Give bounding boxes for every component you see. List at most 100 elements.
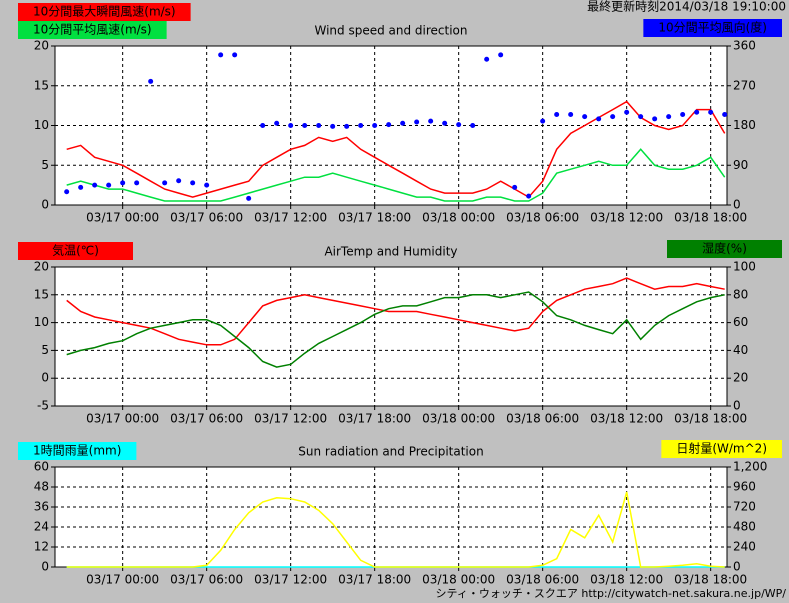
data-point [400,120,406,126]
data-point [442,120,448,126]
data-point [456,122,462,128]
x-tick-label: 03/18 00:00 [422,573,495,587]
y2-tick-label: 0 [733,560,741,574]
data-point [596,116,602,122]
data-point [330,123,336,129]
x-tick-label: 03/17 12:00 [254,412,327,426]
data-point [64,189,70,195]
data-point [386,122,392,128]
series-line [66,100,726,199]
data-point [106,182,112,188]
data-point [638,114,644,120]
data-point [190,180,196,186]
y-tick-label: 24 [34,520,49,534]
y2-tick-label: 80 [733,287,748,301]
y-tick-label: 15 [34,287,49,301]
x-tick-label: 03/18 18:00 [674,573,747,587]
x-tick-label: 03/18 18:00 [674,412,747,426]
x-tick-label: 03/18 18:00 [674,211,747,225]
x-tick-label: 03/17 00:00 [86,412,159,426]
legend-box [18,21,167,39]
data-point [78,184,84,190]
y2-tick-label: 100 [733,260,756,274]
data-point [372,123,378,128]
data-point [134,180,140,186]
x-tick-label: 03/18 12:00 [590,211,663,225]
legend-label: 10分間最大瞬間風速(m/s) [33,5,176,19]
y-tick-label: 12 [34,540,49,554]
x-tick-label: 03/17 06:00 [170,211,243,225]
y2-tick-label: 270 [733,78,756,92]
y2-tick-label: 0 [733,198,741,212]
data-point [358,123,364,128]
data-point [344,123,350,129]
legend-box [18,442,137,460]
data-point [554,111,560,117]
y-tick-label: 36 [34,500,49,514]
x-tick-label: 03/17 00:00 [86,211,159,225]
series-line [66,277,725,346]
y2-tick-label: 240 [733,540,756,554]
y-tick-label: 10 [34,315,49,329]
y-tick-label: 0 [41,198,49,212]
y2-tick-label: 60 [733,315,748,329]
legend-box [18,3,191,21]
data-point [652,116,658,122]
y2-tick-label: 960 [733,480,756,494]
y-tick-label: 20 [34,260,49,274]
y2-tick-label: 1,200 [733,460,767,474]
legend-box [667,240,782,258]
data-point [316,123,322,128]
y-tick-label: -5 [37,399,49,413]
data-point [722,111,728,117]
x-tick-label: 03/17 12:00 [254,211,327,225]
legend-label: 10分間平均風向(度) [658,20,767,35]
data-point [92,182,98,188]
data-point [288,123,294,128]
data-point [680,111,686,117]
data-point [218,52,224,58]
data-point [414,119,420,125]
series-line [66,291,725,368]
data-point [274,120,280,126]
data-point [610,114,616,120]
legend-box [18,242,133,260]
x-tick-label: 03/18 06:00 [506,211,579,225]
data-point [526,193,532,199]
chart-title: Sun radiation and Precipitation [298,445,483,459]
y-tick-label: 48 [34,480,49,494]
data-point [204,182,210,188]
data-point [302,123,308,128]
y2-tick-label: 0 [733,399,741,413]
y2-tick-label: 720 [733,500,756,514]
x-tick-label: 03/17 18:00 [338,573,411,587]
data-point [582,114,588,120]
plot-area [54,466,728,568]
series-line [66,148,726,202]
x-tick-label: 03/18 12:00 [590,412,663,426]
data-point [162,180,168,186]
data-point [470,123,476,128]
data-point [232,52,238,58]
chart-title: AirTemp and Humidity [324,245,457,259]
chart-title: Wind speed and direction [314,24,467,38]
y-tick-label: 0 [41,371,49,385]
x-tick-label: 03/17 06:00 [170,573,243,587]
x-tick-label: 03/17 00:00 [86,573,159,587]
y2-tick-label: 480 [733,520,756,534]
data-point [708,109,714,115]
x-tick-label: 03/17 12:00 [254,573,327,587]
legend-label: 10分間平均風速(m/s) [33,23,152,37]
legend-label: 1時間雨量(mm) [33,444,121,458]
y-tick-label: 20 [34,39,49,53]
data-point [120,180,126,186]
y2-tick-label: 40 [733,343,748,357]
y-tick-label: 0 [41,560,49,574]
y2-tick-label: 180 [733,118,756,132]
x-tick-label: 03/17 18:00 [338,211,411,225]
y2-tick-label: 20 [733,371,748,385]
data-point [260,123,266,128]
data-point [694,109,700,115]
data-point [246,195,252,201]
x-tick-label: 03/17 06:00 [170,412,243,426]
